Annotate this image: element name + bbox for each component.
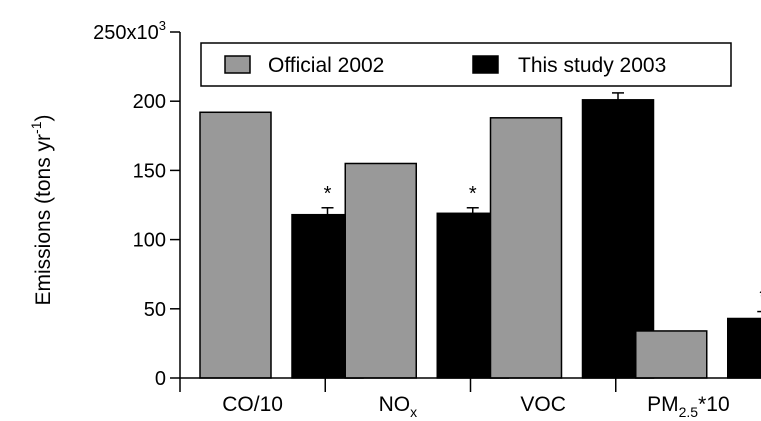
legend: Official 2002 This study 2003 [200, 42, 732, 87]
x-tick-label: PM2.5*10 [647, 393, 730, 420]
legend-label-official-2002: Official 2002 [268, 54, 384, 77]
y-tick-label: 0 [155, 368, 166, 390]
bars: * * * [199, 92, 761, 379]
x-tick-label: NOx [379, 393, 418, 420]
x-tick-label: CO/10 [222, 393, 283, 416]
legend-swatch-this-study-2003 [472, 55, 499, 74]
bar-this-study-2003 [727, 317, 761, 379]
bar-official-2002 [635, 330, 708, 379]
significance-marker: * [324, 183, 332, 205]
y-ticks: 0 50 100 150 200 [133, 31, 180, 390]
y-tick-label-top: 250x103 [93, 18, 166, 44]
bar-official-2002 [199, 111, 272, 379]
y-tick-label: 200 [133, 91, 166, 113]
y-tick-label: 50 [144, 299, 166, 321]
legend-box [200, 42, 732, 87]
y-tick-label: 100 [133, 230, 166, 252]
significance-marker: * [759, 287, 761, 309]
y-tick-label: 150 [133, 160, 166, 182]
bar-official-2002 [344, 162, 417, 379]
legend-swatch-official-2002 [224, 55, 251, 74]
y-axis-label: Emissions (tons yr-1) [28, 115, 55, 306]
bar-official-2002 [489, 117, 563, 379]
x-tick-label: VOC [520, 393, 566, 416]
x-ticks: CO/10 NOx VOC PM2.5*10 [179, 378, 730, 420]
legend-label-this-study-2003: This study 2003 [518, 54, 666, 77]
significance-marker: * [469, 183, 477, 205]
